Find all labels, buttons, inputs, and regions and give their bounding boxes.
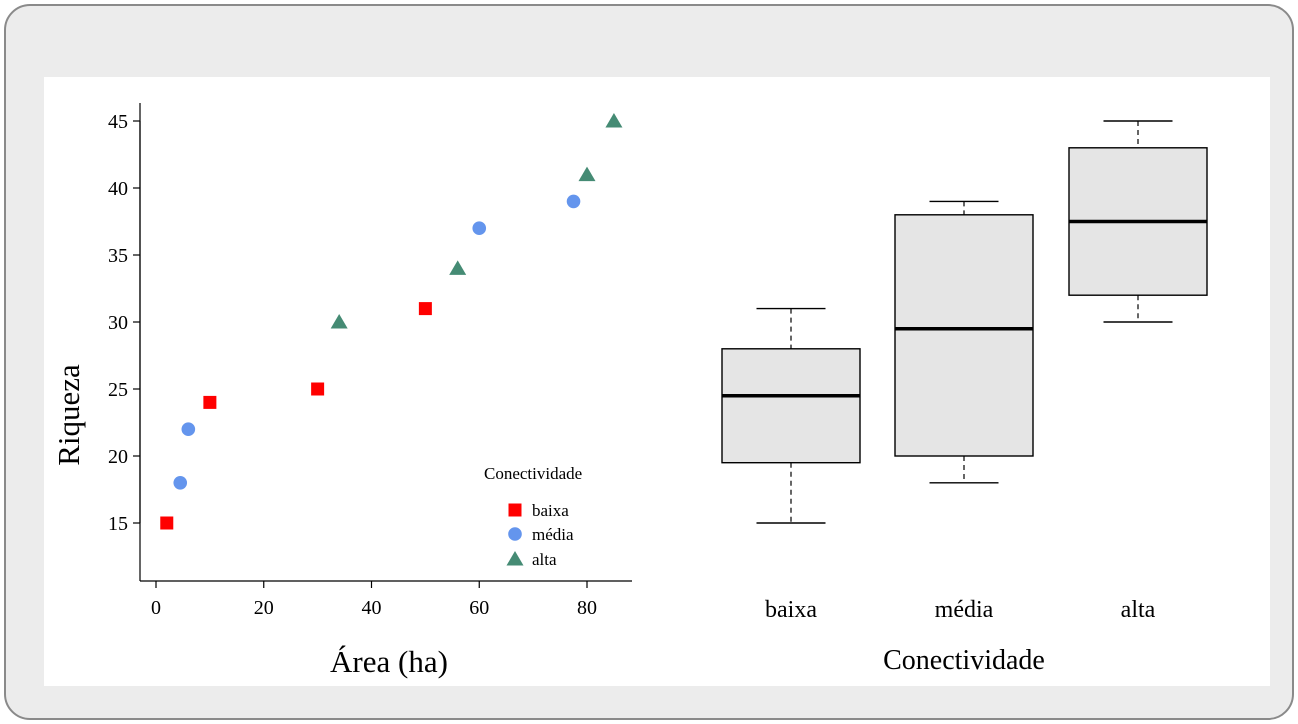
scatter-plot: 15 20 25 30 35 40 45 0 20 40 60 80 Área (ha) Riquez… xyxy=(51,103,632,679)
scatter-x-axis-label: Área (ha) xyxy=(330,644,448,679)
data-point-square xyxy=(203,395,217,409)
scatter-x-tick-label: 80 xyxy=(577,597,597,619)
data-point-square xyxy=(418,302,432,316)
scatter-y-tick-label: 35 xyxy=(108,245,128,267)
scatter-axes: 15 20 25 30 35 40 45 0 20 40 60 80 xyxy=(108,103,632,619)
data-point-circle xyxy=(566,194,581,209)
data-point-triangle xyxy=(330,314,348,329)
scatter-y-tick-label: 15 xyxy=(108,513,128,535)
scatter-x-tick-label: 0 xyxy=(151,597,161,619)
data-point-triangle xyxy=(449,260,467,275)
data-point-circle xyxy=(472,221,487,235)
category-label-alta: alta xyxy=(1121,597,1156,623)
scatter-y-axis-label: Riqueza xyxy=(51,364,86,466)
outer-frame: 15 20 25 30 35 40 45 0 20 40 60 80 Área (ha) Riquez… xyxy=(4,4,1294,720)
data-point-circle xyxy=(181,422,196,437)
data-point-triangle xyxy=(605,113,623,128)
data-point-triangle xyxy=(578,166,596,182)
scatter-y-tick-label: 40 xyxy=(108,178,128,200)
legend-label: alta xyxy=(532,550,557,569)
scatter-x-tick-label: 60 xyxy=(469,597,489,619)
legend-marker-circle xyxy=(508,527,522,541)
scatter-x-tick-label: 20 xyxy=(254,597,274,619)
boxplot-category-labels: baixa média alta xyxy=(765,597,1156,623)
iqr-box xyxy=(721,348,861,464)
scatter-y-tick-label: 20 xyxy=(108,446,128,468)
legend-label: baixa xyxy=(532,501,569,520)
boxplot-x-axis-label: Conectividade xyxy=(883,645,1045,676)
category-label-média: média xyxy=(935,597,994,623)
scatter-legend: Conectividade baixa média alta xyxy=(484,464,582,569)
legend-label: média xyxy=(532,525,574,544)
boxplot: baixa média alta Conectividade xyxy=(721,120,1208,676)
legend-marker-triangle xyxy=(506,551,524,566)
boxplot-boxes xyxy=(721,120,1208,524)
box-alta xyxy=(1068,120,1208,323)
scatter-y-tick-label: 30 xyxy=(108,312,128,334)
scatter-x-tick-label: 40 xyxy=(362,597,382,619)
data-point-circle xyxy=(173,476,188,490)
iqr-box xyxy=(894,214,1034,457)
figure-canvas: 15 20 25 30 35 40 45 0 20 40 60 80 Área (ha) Riquez… xyxy=(51,103,1208,679)
scatter-points xyxy=(160,113,623,530)
box-média xyxy=(894,200,1034,484)
figure-panel: 15 20 25 30 35 40 45 0 20 40 60 80 Área (ha) Riquez… xyxy=(44,77,1270,686)
category-label-baixa: baixa xyxy=(765,597,817,623)
scatter-y-tick-label: 25 xyxy=(108,379,128,401)
data-point-square xyxy=(160,516,174,530)
data-point-square xyxy=(311,382,325,396)
scatter-y-tick-label: 45 xyxy=(108,111,128,133)
legend-title: Conectividade xyxy=(484,464,582,483)
legend-marker-square xyxy=(508,503,522,517)
box-baixa xyxy=(721,307,861,524)
